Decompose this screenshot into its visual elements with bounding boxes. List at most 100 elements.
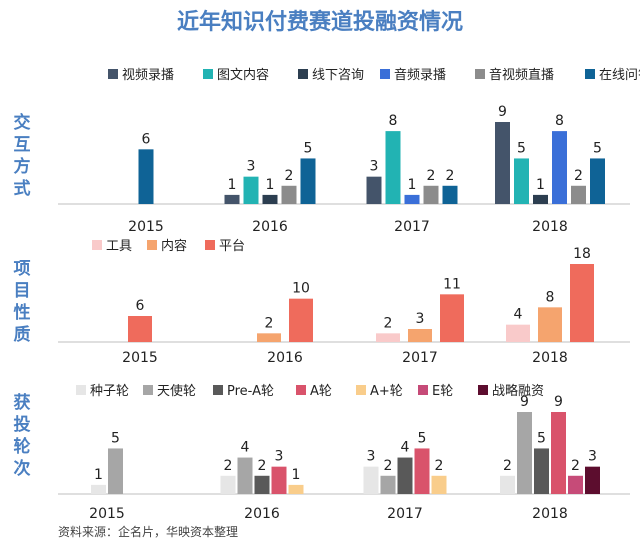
legend-swatch-interaction-2 bbox=[298, 69, 308, 79]
x-tick-round-2015: 2015 bbox=[89, 506, 125, 522]
bar-interaction-2018-2 bbox=[533, 194, 548, 204]
data-label-round-2016-4: 1 bbox=[292, 467, 301, 483]
data-label-interaction-2016-0: 1 bbox=[228, 177, 237, 193]
legend-label-round-3: A轮 bbox=[310, 384, 332, 399]
legend-label-interaction-3: 音频录播 bbox=[394, 67, 446, 83]
data-label-interaction-2016-1: 3 bbox=[247, 159, 256, 175]
bar-round-2018-0 bbox=[500, 475, 515, 494]
legend-swatch-project-0 bbox=[92, 240, 102, 250]
bar-interaction-2018-3 bbox=[552, 131, 567, 204]
legend-swatch-round-3 bbox=[296, 385, 306, 395]
data-label-interaction-2018-4: 2 bbox=[574, 168, 583, 184]
data-label-project-2018-1: 8 bbox=[546, 289, 555, 305]
legend-label-round-0: 种子轮 bbox=[90, 384, 129, 399]
data-label-project-2016-2: 10 bbox=[292, 281, 310, 297]
legend-swatch-interaction-1 bbox=[203, 69, 213, 79]
legend-label-round-6: 战略融资 bbox=[492, 383, 544, 399]
bar-interaction-2018-5 bbox=[590, 158, 605, 204]
bar-interaction-2018-4 bbox=[571, 185, 586, 204]
data-label-project-2017-0: 2 bbox=[384, 315, 393, 331]
bar-project-2018-2 bbox=[570, 264, 594, 342]
bar-interaction-2018-1 bbox=[514, 158, 529, 204]
side-label-project: 项目性质 bbox=[13, 259, 31, 345]
legend-swatch-round-5 bbox=[418, 385, 428, 395]
data-label-round-2018-6: 3 bbox=[588, 449, 597, 465]
bar-project-2018-0 bbox=[506, 324, 530, 342]
x-tick-interaction-2017: 2017 bbox=[394, 219, 430, 235]
legend-swatch-interaction-4 bbox=[475, 69, 485, 79]
legend-swatch-interaction-0 bbox=[108, 69, 118, 79]
data-label-project-2018-0: 4 bbox=[514, 307, 523, 323]
legend-label-round-2: Pre-A轮 bbox=[227, 384, 274, 399]
data-label-interaction-2017-3: 1 bbox=[408, 177, 417, 193]
legend-swatch-project-2 bbox=[205, 240, 215, 250]
bar-interaction-2016-1 bbox=[243, 176, 259, 204]
legend-label-interaction-4: 音视频直播 bbox=[489, 67, 554, 83]
data-label-project-2017-2: 11 bbox=[443, 276, 461, 292]
bar-round-2017-4 bbox=[431, 475, 447, 494]
bar-interaction-2017-3 bbox=[404, 194, 420, 204]
data-label-interaction-2017-4: 2 bbox=[427, 168, 436, 184]
bar-interaction-2016-5 bbox=[300, 158, 316, 204]
data-label-interaction-2017-1: 8 bbox=[389, 113, 398, 129]
legend-label-project-1: 内容 bbox=[161, 238, 187, 254]
data-label-interaction-2018-2: 1 bbox=[536, 177, 545, 193]
x-tick-project-2018: 2018 bbox=[532, 350, 568, 366]
legend-swatch-round-6 bbox=[478, 385, 488, 395]
data-label-interaction-2016-2: 1 bbox=[266, 177, 275, 193]
bar-round-2016-3 bbox=[271, 466, 287, 494]
legend-label-project-2: 平台 bbox=[219, 239, 245, 254]
data-label-round-2017-2: 4 bbox=[401, 440, 410, 456]
bar-interaction-2017-4 bbox=[423, 185, 439, 204]
bar-interaction-2016-2 bbox=[262, 194, 278, 204]
data-label-round-2018-2: 5 bbox=[537, 430, 546, 446]
legend-swatch-round-1 bbox=[143, 385, 153, 395]
bar-round-2018-3 bbox=[551, 412, 566, 494]
data-label-round-2017-0: 3 bbox=[367, 449, 376, 465]
bar-round-2017-2 bbox=[397, 457, 413, 494]
bar-interaction-2017-5 bbox=[442, 185, 458, 204]
data-label-interaction-2018-5: 5 bbox=[593, 140, 602, 156]
bar-round-2016-4 bbox=[288, 484, 304, 494]
legend-swatch-interaction-3 bbox=[380, 69, 390, 79]
bar-interaction-2018-0 bbox=[495, 122, 510, 204]
bar-interaction-2015-5 bbox=[138, 149, 154, 204]
data-label-interaction-2016-5: 5 bbox=[304, 140, 313, 156]
data-label-interaction-2018-0: 9 bbox=[498, 104, 507, 120]
data-label-interaction-2018-3: 8 bbox=[555, 113, 564, 129]
data-label-project-2017-1: 3 bbox=[416, 311, 425, 327]
data-label-interaction-2016-4: 2 bbox=[285, 168, 294, 184]
data-label-round-2016-0: 2 bbox=[224, 458, 233, 474]
bar-round-2016-1 bbox=[237, 457, 253, 494]
x-tick-project-2017: 2017 bbox=[402, 350, 438, 366]
data-label-round-2015-0: 1 bbox=[94, 467, 103, 483]
x-tick-interaction-2016: 2016 bbox=[252, 219, 288, 235]
x-tick-round-2018: 2018 bbox=[532, 506, 568, 522]
data-label-round-2018-5: 2 bbox=[571, 458, 580, 474]
bar-round-2018-5 bbox=[568, 475, 583, 494]
chart-title: 近年知识付费赛道投融资情况 bbox=[176, 10, 463, 35]
data-label-interaction-2015-5: 6 bbox=[142, 131, 151, 147]
x-tick-interaction-2015: 2015 bbox=[128, 219, 164, 235]
bar-round-2018-1 bbox=[517, 412, 532, 494]
legend-swatch-round-2 bbox=[213, 385, 223, 395]
bar-round-2017-0 bbox=[363, 466, 379, 494]
bar-project-2015-2 bbox=[128, 316, 152, 342]
bar-round-2016-0 bbox=[220, 475, 236, 494]
bar-round-2015-1 bbox=[108, 448, 123, 494]
data-label-round-2016-3: 3 bbox=[275, 449, 284, 465]
x-tick-project-2016: 2016 bbox=[267, 350, 303, 366]
source-note: 资料来源：企名片，华映资本整理 bbox=[58, 525, 239, 539]
bar-round-2015-0 bbox=[91, 484, 106, 494]
data-label-project-2016-1: 2 bbox=[265, 315, 274, 331]
bar-project-2017-2 bbox=[440, 294, 464, 342]
bar-interaction-2017-1 bbox=[385, 131, 401, 204]
data-label-round-2018-3: 9 bbox=[554, 394, 563, 410]
bar-project-2018-1 bbox=[538, 307, 562, 342]
legend-label-round-1: 天使轮 bbox=[157, 383, 196, 399]
legend-swatch-round-0 bbox=[76, 385, 86, 395]
data-label-round-2017-4: 2 bbox=[435, 458, 444, 474]
bar-project-2017-0 bbox=[376, 333, 400, 342]
data-label-round-2016-1: 4 bbox=[241, 440, 250, 456]
